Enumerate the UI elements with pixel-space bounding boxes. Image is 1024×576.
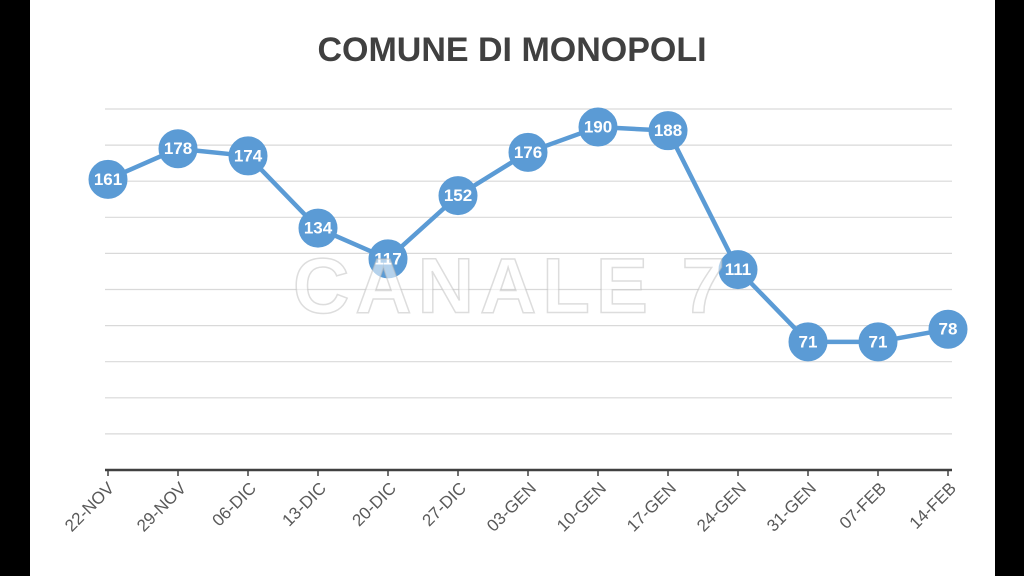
data-label: 78	[939, 320, 958, 339]
watermark: CANALE 7	[293, 242, 731, 330]
marker	[928, 309, 968, 349]
series: 161 178 174 134 117 152 176 190 188 111 71 71 78	[88, 107, 968, 362]
marker	[788, 322, 828, 362]
marker	[438, 176, 478, 216]
data-label: 176	[514, 143, 542, 162]
data-label: 117	[374, 249, 401, 268]
data-label: 71	[799, 332, 818, 351]
marker	[578, 107, 618, 147]
marker	[88, 159, 128, 199]
chart-background	[30, 0, 995, 576]
marker	[298, 208, 338, 248]
marker	[648, 111, 688, 151]
data-label: 71	[869, 332, 888, 351]
marker	[158, 129, 198, 169]
data-label: 161	[94, 170, 122, 189]
marker	[508, 132, 548, 172]
marker	[718, 250, 758, 290]
marker	[228, 136, 268, 176]
data-label: 134	[304, 219, 333, 238]
marker	[368, 239, 408, 279]
marker	[858, 322, 898, 362]
chart-title: COMUNE DI MONOPOLI	[317, 31, 706, 69]
data-label: 190	[584, 118, 612, 137]
data-label: 174	[234, 146, 263, 165]
data-label: 178	[164, 139, 192, 158]
data-label: 188	[654, 121, 682, 140]
data-label: 152	[444, 186, 472, 205]
data-label: 111	[725, 260, 752, 279]
